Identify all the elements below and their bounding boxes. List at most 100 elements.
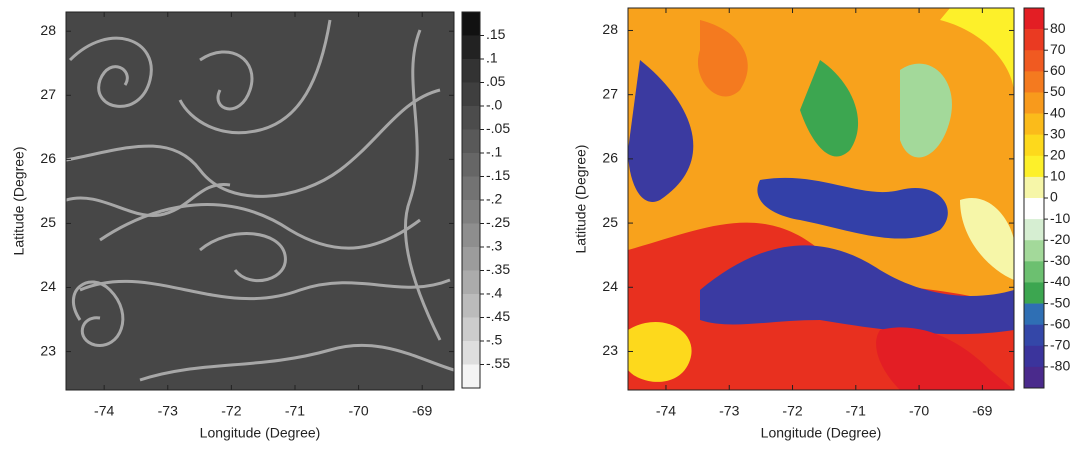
- colorbar-box: [462, 317, 480, 342]
- colorbar-tick-label: -.5: [486, 332, 503, 348]
- colorbar-box: [1024, 324, 1044, 347]
- colorbar-box: [462, 153, 480, 177]
- colorbar-tick-label: .1: [486, 50, 498, 66]
- colorbar-tick-label: 20: [1050, 146, 1066, 162]
- colorbar-box: [462, 200, 480, 224]
- colorbar-tick-label: -.15: [486, 167, 510, 183]
- y-tick-label: 25: [40, 214, 56, 230]
- colorbar-tick-label: 60: [1050, 62, 1066, 78]
- colorbar-tick-label: -.1: [486, 144, 503, 160]
- colorbar-box: [462, 223, 480, 248]
- colorbar-box: [1024, 219, 1044, 241]
- colorbar-tick-label: -.0: [486, 97, 503, 113]
- y-tick-label: 24: [602, 278, 618, 294]
- colorbar-box: [1024, 198, 1044, 220]
- x-tick-label: -74: [94, 403, 114, 419]
- colorbar-box: [462, 35, 480, 60]
- y-tick-label: 24: [40, 278, 56, 294]
- plot-frame: [627, 7, 1015, 391]
- y-tick-label: 23: [602, 342, 618, 358]
- colorbar-box: [462, 270, 480, 295]
- colorbar-tick-label: -80: [1050, 358, 1070, 374]
- x-tick-label: -71: [285, 403, 305, 419]
- y-tick-label: 26: [40, 150, 56, 166]
- x-tick-label: -73: [158, 403, 178, 419]
- colorbar-tick-label: -.05: [486, 120, 510, 136]
- colorbar-box: [1024, 303, 1044, 325]
- colorbar-box: [1024, 113, 1044, 135]
- colorbar-box: [462, 294, 480, 318]
- x-axis-label: Longitude (Degree): [761, 425, 882, 441]
- x-tick-label: -70: [348, 403, 368, 419]
- colorbar-box: [1024, 71, 1044, 93]
- colorbar-tick-label: -70: [1050, 336, 1070, 352]
- colorbar-tick-label: 70: [1050, 41, 1066, 57]
- colorbar-tick-label: 50: [1050, 83, 1066, 99]
- colorbar-tick-label: .05: [486, 73, 506, 89]
- colorbar-box: [462, 129, 480, 154]
- colorbar-tick-label: -.25: [486, 214, 510, 230]
- colorbar-tick-label: -.45: [486, 308, 510, 324]
- colorbar-box: [462, 82, 480, 107]
- colorbar-box: [1024, 176, 1044, 199]
- colorbar-box: [462, 247, 480, 271]
- y-axis-label: Latitude (Degree): [11, 147, 27, 256]
- colorbar-box: [1024, 345, 1044, 368]
- x-tick-label: -72: [221, 403, 241, 419]
- x-tick-label: -71: [846, 403, 866, 419]
- colorbar-tick-label: 30: [1050, 125, 1066, 141]
- x-tick-label: -74: [656, 403, 676, 419]
- colorbar-tick-label: -50: [1050, 294, 1070, 310]
- x-tick-label: -70: [909, 403, 929, 419]
- y-tick-label: 25: [602, 214, 618, 230]
- x-tick-label: -73: [719, 403, 739, 419]
- colorbar-tick-label: -30: [1050, 252, 1070, 268]
- colorbar-tick-label: 0: [1050, 189, 1058, 205]
- x-tick-label: -69: [972, 403, 992, 419]
- field-texture: [66, 12, 454, 390]
- colorbar-box: [462, 341, 480, 365]
- colorbar-tick-label: 40: [1050, 104, 1066, 120]
- colorbar-tick-label: -.35: [486, 261, 510, 277]
- colorbar-box: [462, 106, 480, 130]
- colorbar-box: [1024, 92, 1044, 114]
- colorbar-tick-label: .15: [486, 26, 506, 42]
- colorbar-box: [1024, 134, 1044, 157]
- colorbar-tick-label: -60: [1050, 315, 1070, 331]
- y-tick-label: 28: [602, 21, 618, 37]
- colorbar-box: [1024, 366, 1044, 389]
- colorbar-box: [1024, 50, 1044, 72]
- colorbar-box: [462, 12, 480, 36]
- y-tick-label: 27: [602, 85, 618, 101]
- colorbar-box: [1024, 261, 1044, 283]
- plot-frame: [65, 11, 455, 391]
- x-axis-label: Longitude (Degree): [200, 425, 321, 441]
- colorbar-tick-label: 80: [1050, 20, 1066, 36]
- y-tick-label: 27: [40, 86, 56, 102]
- x-tick-label: -72: [782, 403, 802, 419]
- colorbar-box: [462, 176, 480, 201]
- colorbar-tick-label: -.3: [486, 238, 503, 254]
- colorbar-box: [1024, 8, 1044, 30]
- colorbar-tick-label: -10: [1050, 210, 1070, 226]
- colorbar-box: [1024, 29, 1044, 51]
- y-tick-label: 26: [602, 150, 618, 166]
- colorbar-box: [462, 59, 480, 83]
- y-axis-label: Latitude (Degree): [573, 145, 589, 254]
- colorbar-box: [1024, 155, 1044, 178]
- colorbar-tick-label: -.55: [486, 355, 510, 371]
- colorbar-tick-label: 10: [1050, 168, 1066, 184]
- field-texture: [628, 8, 1014, 390]
- colorbar-box: [1024, 282, 1044, 304]
- colorbar-tick-label: -.4: [486, 285, 503, 301]
- y-tick-label: 28: [40, 22, 56, 38]
- colorbar-tick-label: -40: [1050, 273, 1070, 289]
- colorbar-tick-label: -20: [1050, 231, 1070, 247]
- y-tick-label: 23: [40, 342, 56, 358]
- colorbar-tick-label: -.2: [486, 191, 503, 207]
- colorbar-box: [1024, 240, 1044, 262]
- x-tick-label: -69: [412, 403, 432, 419]
- colorbar-box: [462, 364, 480, 389]
